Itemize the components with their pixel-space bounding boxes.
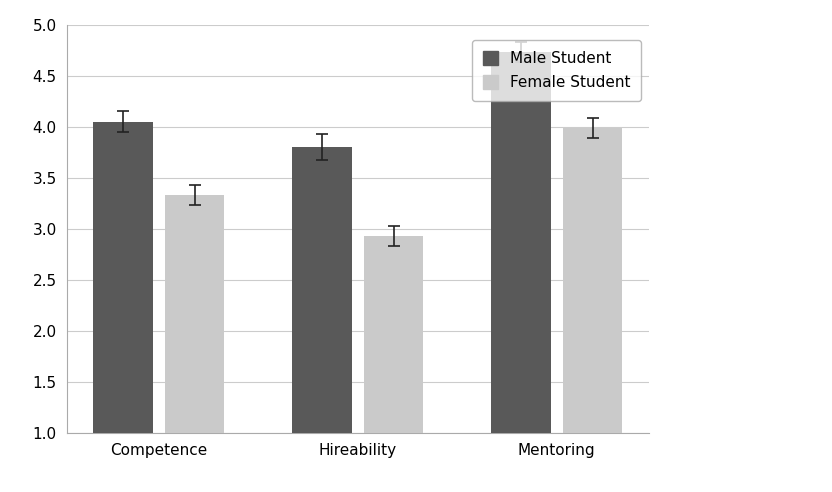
- Bar: [491, 52, 551, 433]
- Legend: Male Student, Female Student: Male Student, Female Student: [472, 40, 641, 101]
- Bar: [562, 128, 622, 433]
- Bar: [93, 122, 153, 433]
- Bar: [292, 147, 352, 433]
- Bar: [165, 195, 225, 433]
- Bar: [364, 236, 423, 433]
